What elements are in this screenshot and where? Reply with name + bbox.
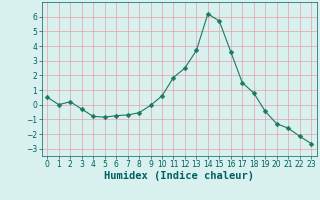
X-axis label: Humidex (Indice chaleur): Humidex (Indice chaleur) [104,171,254,181]
